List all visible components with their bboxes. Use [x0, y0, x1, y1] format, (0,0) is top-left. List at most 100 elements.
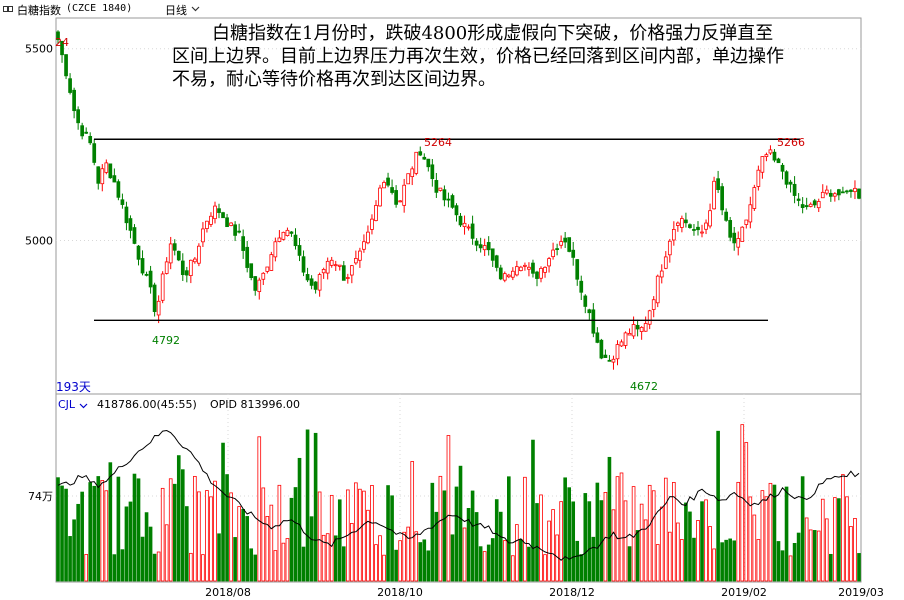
candle-body	[225, 217, 229, 228]
candle-body	[720, 186, 724, 211]
candle-body	[559, 241, 563, 246]
link-icon[interactable]	[3, 6, 13, 12]
candle-body	[237, 230, 241, 233]
indicator-selector[interactable]: CJL	[58, 398, 76, 411]
candle-body	[587, 309, 592, 314]
volume-bar	[297, 457, 302, 582]
volume-bar	[816, 530, 821, 582]
candle-body	[748, 204, 753, 223]
candle-body	[688, 224, 692, 228]
candle-body	[772, 151, 777, 161]
candle-body	[406, 173, 411, 185]
candle-body	[804, 205, 809, 208]
volume-bar	[756, 539, 761, 582]
candle-body	[732, 232, 737, 244]
volume-bar	[583, 493, 588, 582]
volume-bar	[72, 519, 76, 582]
candle-body	[84, 131, 89, 134]
volume-bar	[394, 549, 398, 582]
volume-bar	[156, 551, 161, 582]
candle-body	[293, 234, 298, 247]
volume-bar	[551, 509, 555, 582]
low-4792-label: 4792	[152, 334, 180, 347]
candle-body	[370, 218, 374, 230]
candle-body	[442, 189, 447, 201]
volume-bar	[849, 526, 853, 582]
volume-bar	[229, 492, 233, 582]
candle-body	[708, 210, 712, 227]
instrument-name: 白糖指数	[17, 4, 61, 17]
candle-body	[466, 226, 471, 229]
candle-body	[531, 262, 535, 274]
volume-bar	[470, 490, 475, 582]
candle-body	[490, 248, 495, 261]
candle-body	[478, 244, 483, 249]
candle-body	[519, 266, 523, 272]
volume-bar	[426, 550, 431, 582]
volume-bar	[519, 539, 523, 582]
candle-body	[671, 229, 676, 241]
volume-bar	[321, 534, 326, 582]
candle-body	[108, 163, 113, 179]
volume-bar	[309, 516, 314, 582]
candle-body	[535, 271, 539, 279]
candle-body	[382, 182, 386, 189]
volume-panel-frame	[55, 393, 862, 583]
candle-body	[812, 200, 817, 206]
volume-bar	[68, 536, 72, 582]
candle-body	[567, 237, 572, 252]
volume-bar	[128, 501, 133, 582]
candle-body	[168, 243, 173, 264]
volume-bar	[587, 501, 592, 582]
candle-body	[792, 183, 797, 196]
volume-bar	[341, 546, 346, 582]
volume-bar	[824, 518, 829, 582]
volume-bar	[88, 482, 93, 582]
candle-body	[655, 275, 660, 304]
volume-bar	[635, 530, 640, 582]
chevron-down-icon[interactable]	[191, 6, 200, 12]
volume-bar	[305, 429, 310, 582]
volume-bar	[466, 508, 471, 582]
volume-bar	[333, 535, 338, 582]
candle-body	[828, 192, 833, 197]
candle-body	[579, 280, 584, 293]
volume-bar	[277, 484, 282, 582]
candle-body	[551, 249, 555, 258]
candle-body	[261, 272, 266, 280]
volume-bar	[680, 539, 684, 582]
volume-bar	[301, 546, 306, 582]
candle-body	[56, 31, 60, 40]
volume-bar	[740, 424, 745, 582]
analysis-annotation: 白糖指数在1月份时，跌破4800形成虚假向下突破，价格强力反弹直至区间上边界。目…	[172, 23, 784, 90]
chart-titlebar: 白糖指数 (CZCE 1840) 日线	[0, 0, 904, 17]
candle-body	[547, 258, 551, 267]
volume-bar	[788, 555, 793, 582]
volume-bar	[841, 474, 845, 582]
volume-bar	[659, 506, 664, 582]
candle-body	[132, 227, 137, 244]
volume-bar	[136, 478, 141, 582]
candle-body	[128, 218, 133, 231]
candle-body	[482, 245, 487, 251]
candle-body	[623, 332, 628, 346]
volume-bar	[414, 531, 419, 582]
volume-bar	[736, 481, 741, 582]
candle-body	[354, 258, 358, 264]
candle-body	[619, 341, 624, 347]
volume-bar	[100, 480, 105, 582]
candle-body	[816, 201, 821, 209]
volume-bar	[676, 522, 680, 582]
candle-body	[486, 242, 491, 251]
candle-body	[321, 269, 326, 274]
period-selector[interactable]: 日线	[165, 4, 187, 17]
volume-bar	[176, 455, 181, 582]
volume-bar	[853, 518, 857, 582]
candle-body	[716, 178, 720, 190]
open-interest-line	[57, 429, 860, 561]
volume-bar	[531, 439, 535, 582]
chevron-down-icon[interactable]	[79, 403, 88, 409]
candle-body	[156, 300, 161, 316]
candle-body	[696, 226, 700, 231]
volume-bar	[193, 475, 197, 582]
